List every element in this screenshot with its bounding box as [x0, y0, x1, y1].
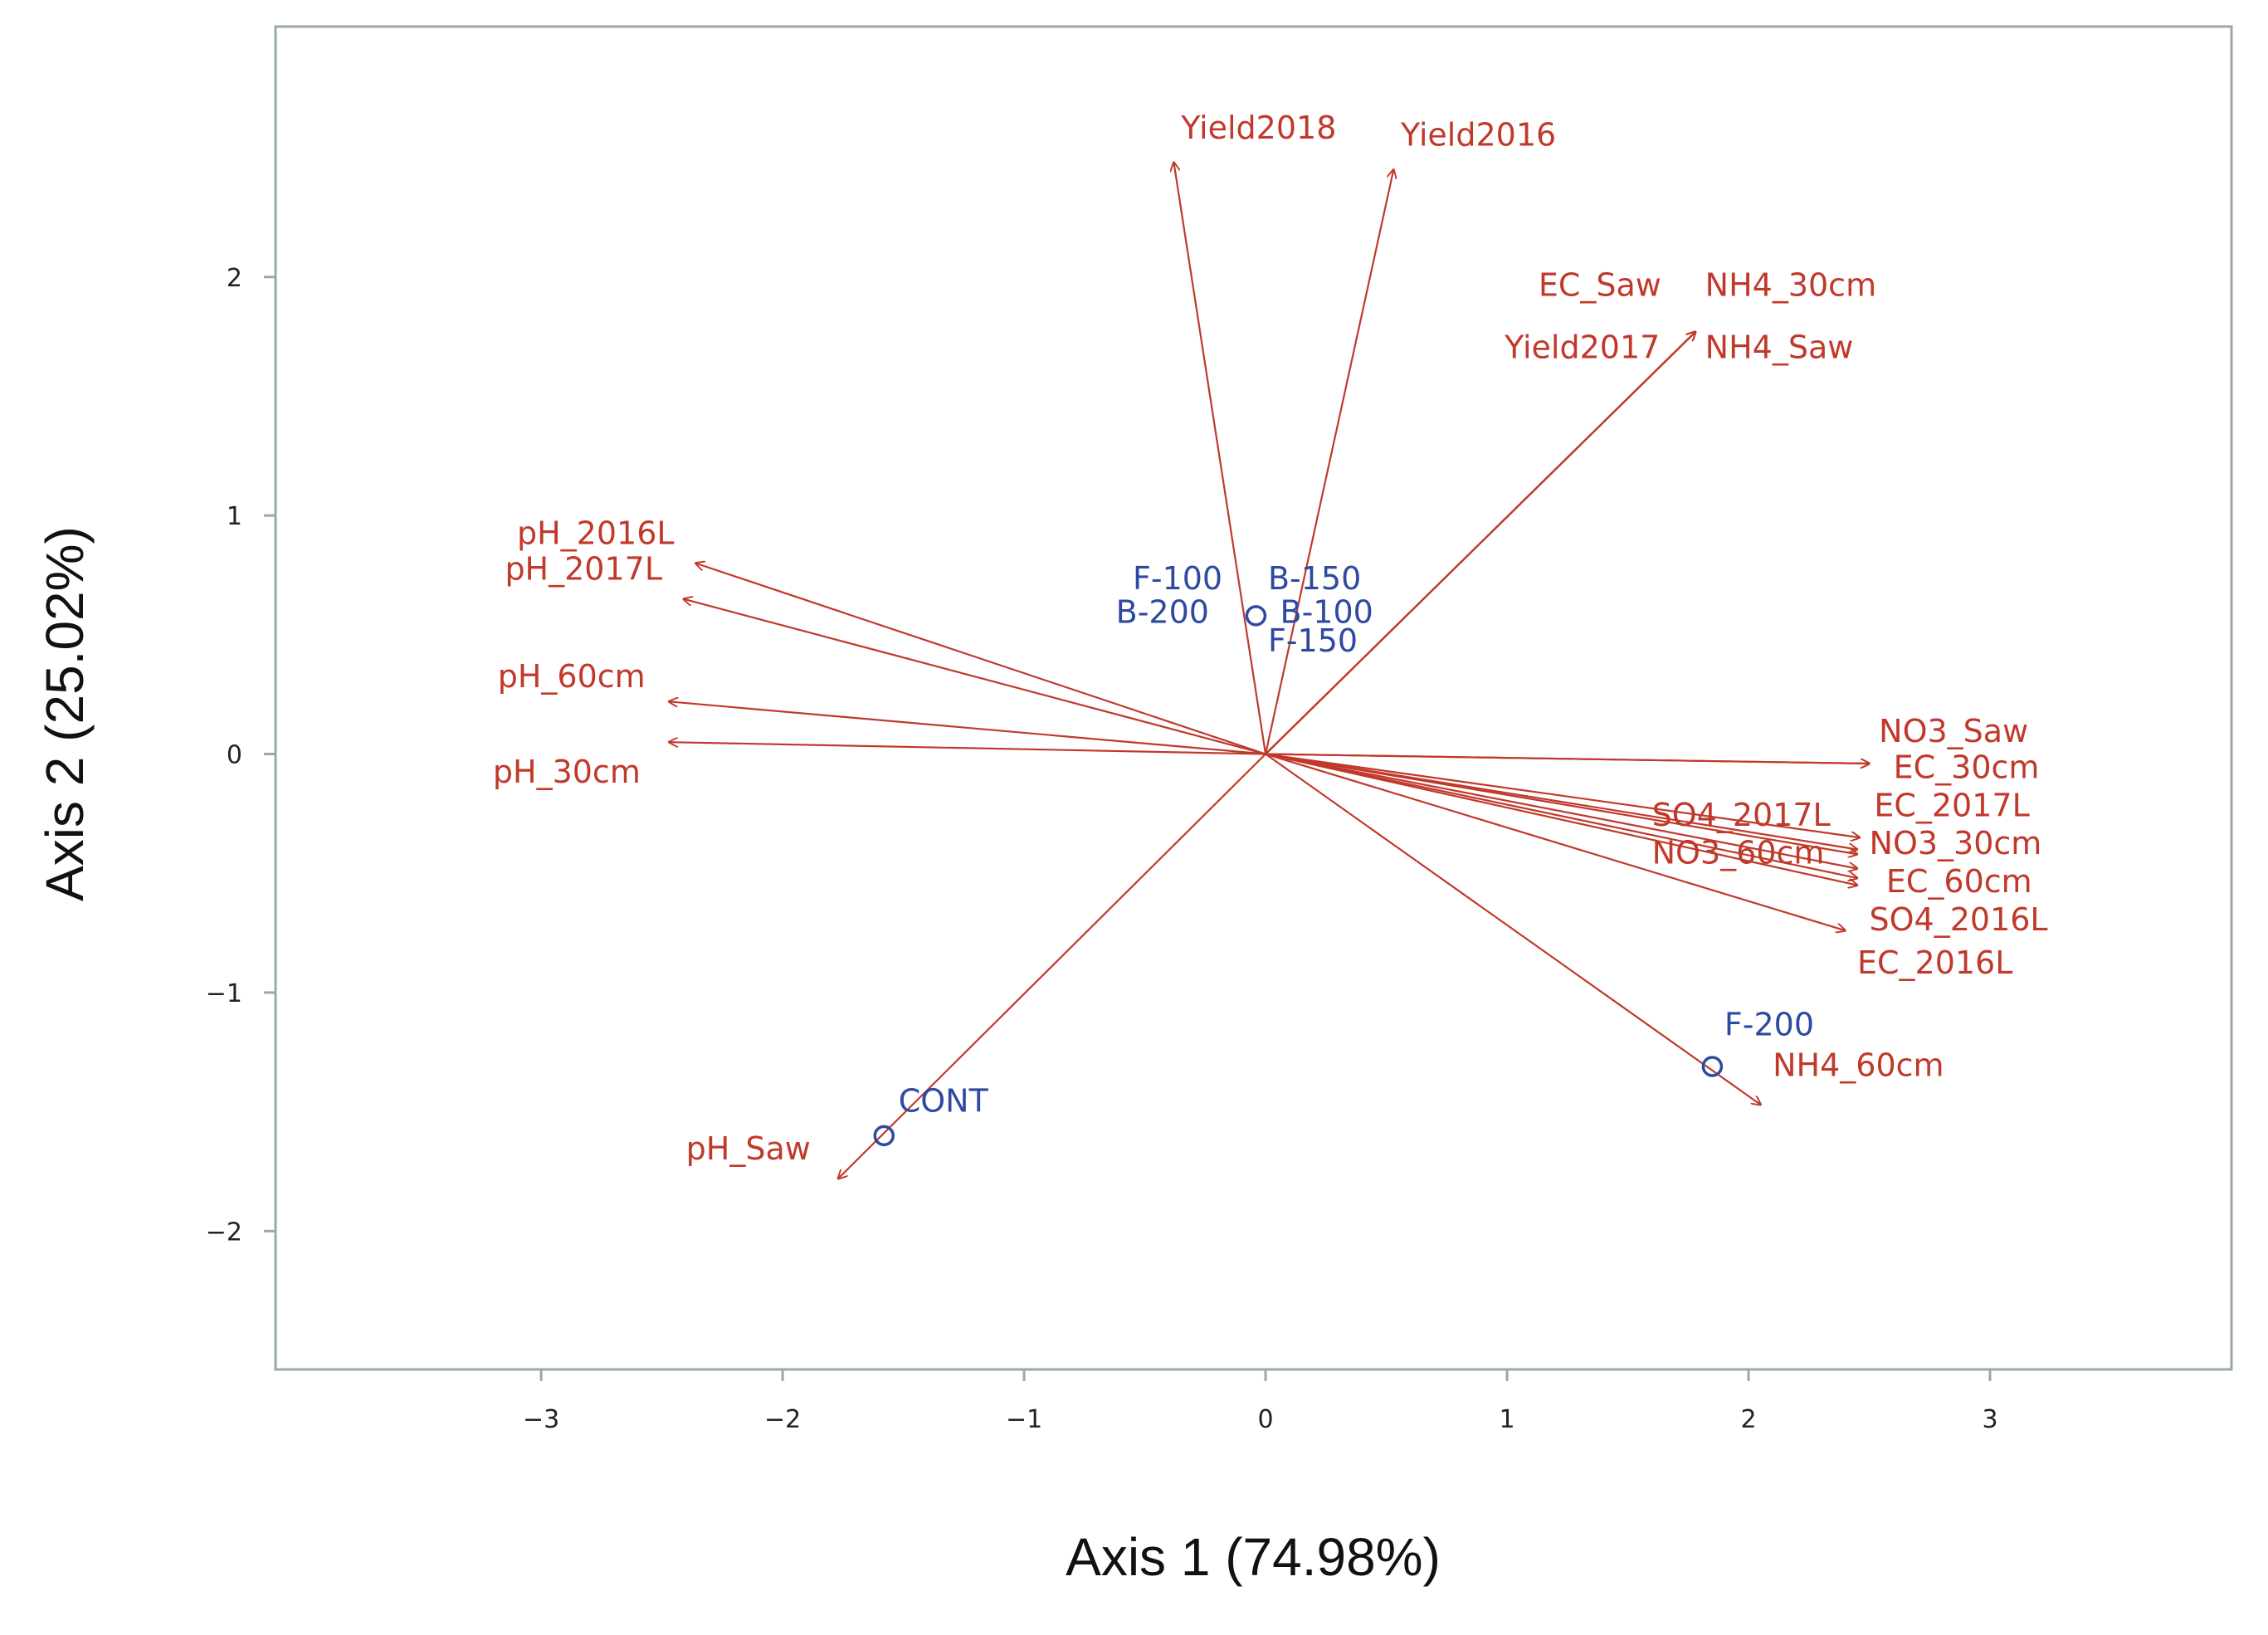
vector-label: SO4_2017L [1652, 797, 1831, 833]
vector-label: EC_Saw [1539, 267, 1661, 304]
y-tick-label: −1 [206, 979, 242, 1008]
plot-frame [274, 25, 2233, 1371]
vector-label: Yield2017 [1504, 329, 1660, 365]
observation-point [1701, 1056, 1724, 1077]
x-tick-label: 3 [1982, 1405, 1997, 1434]
y-tick-label: 1 [227, 502, 242, 531]
x-tick-label: −1 [1006, 1405, 1042, 1434]
vector-label: Yield2016 [1400, 117, 1556, 154]
observation-label: F-200 [1724, 1007, 1814, 1043]
vector-no3-60cm [1265, 753, 1857, 869]
vector-label: EC_60cm [1886, 863, 2032, 900]
vector-ph-saw [838, 753, 1266, 1179]
vector-so4-2016l [1265, 753, 1857, 886]
vector-label: SO4_2016L [1870, 901, 2048, 938]
vector-ec-30cm [1266, 753, 1869, 764]
axis-ticks: −3 −2 −1 0 1 2 3 −2 −1 0 1 2 [206, 264, 1998, 1434]
vector-ph-2017l [684, 599, 1266, 755]
vector-nh4-60cm [1265, 753, 1761, 1105]
y-axis-title: Axis 2 (25.02%) [35, 526, 95, 901]
vector-label: pH_30cm [493, 754, 641, 790]
vector-label: pH_60cm [498, 658, 646, 695]
y-tick-label: 0 [227, 741, 242, 770]
vector-label: pH_2016L [517, 515, 675, 552]
x-tick-label: −2 [764, 1405, 801, 1434]
variable-vectors: Yield2018 Yield2016 EC_Saw NH4_30cm Yield201… [493, 110, 2048, 1179]
observation-label: B-200 [1116, 593, 1209, 630]
vector-label: Yield2018 [1180, 110, 1336, 146]
x-tick-label: 0 [1258, 1405, 1274, 1434]
observation-label: CONT [899, 1083, 989, 1120]
vector-label: pH_Saw [686, 1130, 811, 1167]
vector-ph-2016l [695, 564, 1266, 755]
vector-ec-2016l [1265, 753, 1845, 931]
x-tick-label: 2 [1740, 1405, 1756, 1434]
observation-label: B-100 [1280, 593, 1373, 630]
vector-yield2018 [1173, 163, 1267, 754]
observation-label: F-100 [1133, 560, 1222, 597]
vector-label: pH_2017L [505, 551, 662, 588]
observation-point [1245, 605, 1267, 627]
vector-yield2016 [1264, 169, 1393, 754]
vector-label: NH4_Saw [1705, 329, 1854, 365]
x-tick-label: 1 [1499, 1405, 1514, 1434]
vector-label: EC_2017L [1874, 787, 2029, 823]
vector-ph-60cm [669, 701, 1266, 755]
vector-nh4-saw [1265, 332, 1695, 755]
y-tick-label: −2 [206, 1218, 242, 1247]
vector-label: NH4_30cm [1705, 267, 1876, 304]
vector-label: NO3_30cm [1870, 825, 2042, 861]
vector-ec-60cm [1265, 753, 1857, 878]
vector-ph-30cm [669, 742, 1266, 755]
vector-ec-2017l [1265, 753, 1860, 838]
x-tick-label: −3 [523, 1405, 559, 1434]
vector-no3-30cm [1265, 753, 1857, 855]
vector-label: NH4_60cm [1773, 1047, 1944, 1084]
observation-point [873, 1125, 895, 1147]
vector-label: EC_2016L [1857, 944, 2012, 981]
observation-label: F-150 [1268, 622, 1358, 659]
x-axis-title: Axis 1 (74.98%) [1066, 1527, 1441, 1587]
vector-label: EC_30cm [1894, 749, 2040, 785]
y-tick-label: 2 [227, 264, 242, 293]
vector-label: NO3_Saw [1879, 713, 2028, 749]
observation-label: B-150 [1268, 560, 1361, 597]
